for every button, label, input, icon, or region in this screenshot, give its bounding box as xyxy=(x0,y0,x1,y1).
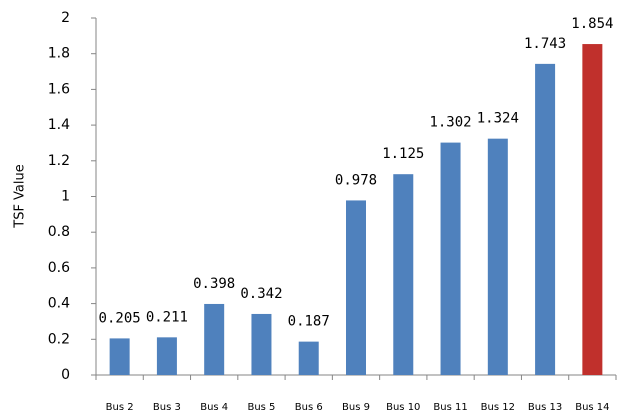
bar xyxy=(582,44,603,375)
x-tick-label: Bus 13 xyxy=(528,402,562,413)
y-tick-label: 1.6 xyxy=(48,81,70,97)
x-tick-label: Bus 6 xyxy=(295,402,323,413)
bar xyxy=(109,338,130,375)
data-label: 1.324 xyxy=(477,111,519,127)
y-tick-label: 0.2 xyxy=(48,331,70,347)
bar xyxy=(346,200,366,375)
y-tick-label: 0 xyxy=(61,367,70,383)
y-tick-label: 0.8 xyxy=(48,224,70,240)
data-label: 0.205 xyxy=(99,310,141,326)
x-tick-label: Bus 4 xyxy=(200,402,228,413)
data-label: 1.854 xyxy=(571,16,613,32)
bar xyxy=(487,138,508,375)
data-label: 0.398 xyxy=(193,276,235,292)
x-tick-label: Bus 11 xyxy=(433,402,467,413)
bar xyxy=(535,63,556,375)
x-tick-label: Bus 3 xyxy=(153,402,181,413)
data-label: 0.211 xyxy=(146,309,188,325)
bar xyxy=(204,303,225,375)
x-tick-label: Bus 5 xyxy=(247,402,275,413)
data-label: 0.342 xyxy=(240,286,282,302)
x-tick-label: Bus 10 xyxy=(386,402,420,413)
data-label: 1.125 xyxy=(382,146,424,162)
x-tick-label: Bus 14 xyxy=(575,402,609,413)
y-tick-label: 1.2 xyxy=(48,153,70,169)
data-label: 1.743 xyxy=(524,36,566,52)
data-label: 0.187 xyxy=(288,314,330,330)
y-tick-label: 1.4 xyxy=(48,117,70,133)
bar xyxy=(440,142,461,375)
y-tick-label: 1.8 xyxy=(48,46,70,62)
x-tick-label: Bus 12 xyxy=(481,402,515,413)
bar xyxy=(393,174,414,375)
bar xyxy=(251,313,272,375)
bar xyxy=(156,337,177,375)
y-tick-label: 0.4 xyxy=(48,296,70,312)
x-tick-label: Bus 9 xyxy=(342,402,370,413)
data-label: 1.302 xyxy=(429,115,471,131)
y-axis-label: TSF Value xyxy=(13,164,28,229)
bar xyxy=(298,341,319,375)
y-tick-label: 2 xyxy=(61,10,70,26)
y-tick-label: 0.6 xyxy=(48,260,70,276)
x-tick-label: Bus 2 xyxy=(106,402,134,413)
data-label: 0.978 xyxy=(335,172,377,188)
y-tick-label: 1 xyxy=(61,189,70,205)
